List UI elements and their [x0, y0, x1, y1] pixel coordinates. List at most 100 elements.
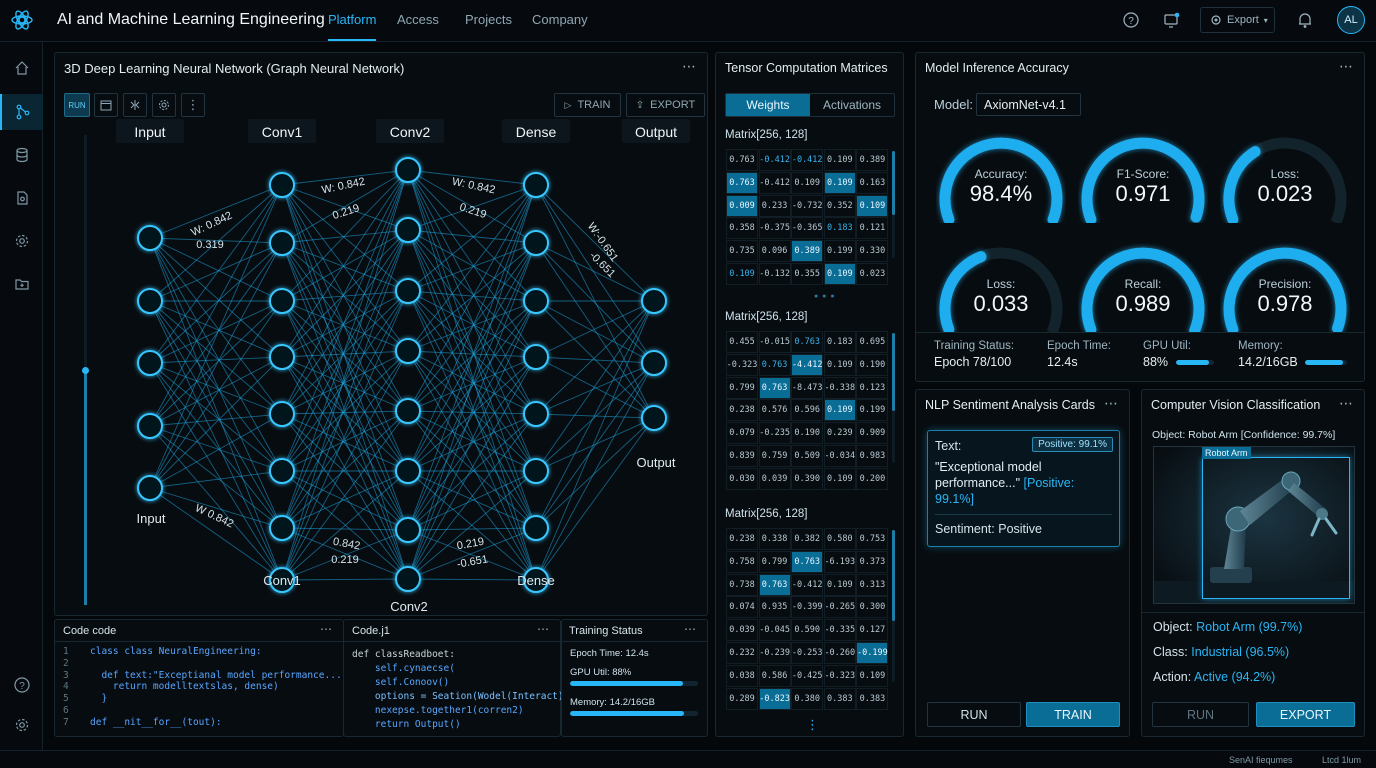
nn-node[interactable] [641, 405, 667, 431]
progress-slider-fill [84, 370, 87, 605]
matrix-cell: -0.365 [791, 217, 824, 240]
train-button[interactable]: ▷ TRAIN [554, 93, 621, 117]
nn-node[interactable] [269, 515, 295, 541]
stat-gpu-bar [1175, 360, 1214, 366]
sidebar-network-icon[interactable] [0, 94, 43, 130]
nn-node[interactable] [269, 458, 295, 484]
code-panel-2-menu-icon[interactable]: ⋯ [537, 622, 550, 636]
nn-node[interactable] [523, 401, 549, 427]
code-editor-2[interactable]: def classReadboet: self.cynaecse( self.C… [352, 648, 564, 732]
matrix-scrollbar[interactable] [892, 151, 895, 258]
matrix-scroll-more-icon[interactable]: ⋮ [806, 717, 819, 732]
nn-node[interactable] [395, 157, 421, 183]
calendar-icon[interactable] [94, 93, 118, 117]
help-icon[interactable]: ? [1123, 12, 1139, 31]
nn-node[interactable] [137, 475, 163, 501]
nn-node[interactable] [523, 230, 549, 256]
progress-slider-knob[interactable] [82, 367, 89, 374]
nlp-menu-icon[interactable]: ⋯ [1104, 395, 1119, 411]
avatar[interactable]: AL [1337, 6, 1365, 34]
nn-edge [149, 470, 283, 489]
matrix-scrollbar-thumb[interactable] [892, 530, 895, 622]
nn-node[interactable] [137, 413, 163, 439]
nn-node[interactable] [395, 338, 421, 364]
nn-node[interactable] [395, 278, 421, 304]
nav-platform[interactable]: Platform [328, 12, 377, 27]
nn-node[interactable] [523, 172, 549, 198]
layer-label-bg [248, 119, 316, 143]
nlp-card[interactable]: Text: Positive: 99.1% "Exceptional model… [927, 430, 1120, 547]
nn-node[interactable] [269, 288, 295, 314]
nn-edge [407, 300, 537, 580]
logo-icon[interactable] [10, 8, 34, 32]
matrix-cell: 0.238 [726, 528, 758, 550]
matrix-scrollbar-thumb[interactable] [892, 151, 895, 216]
model-select[interactable]: AxiomNet-v4.1 [976, 93, 1081, 116]
sidebar-gear-icon[interactable] [0, 707, 43, 743]
cv-bounding-box [1202, 457, 1350, 599]
tab-activations[interactable]: Activations [810, 94, 894, 116]
cv-run-button[interactable]: RUN [1152, 702, 1249, 727]
nav-access[interactable]: Access [397, 12, 439, 27]
monitor-notify-icon[interactable] [1163, 11, 1181, 32]
more-options-icon[interactable]: ⋯ [682, 58, 697, 74]
nn-node[interactable] [269, 567, 295, 593]
matrix-scrollbar[interactable] [892, 333, 895, 463]
code-panel-1-menu-icon[interactable]: ⋯ [320, 622, 333, 636]
kebab-menu-icon[interactable]: ⋮ [181, 93, 205, 117]
nn-node[interactable] [523, 344, 549, 370]
matrix-scrollbar-thumb[interactable] [892, 333, 895, 411]
run-button[interactable]: RUN [64, 93, 90, 117]
sidebar-database-icon[interactable] [0, 137, 43, 173]
layer-label-bg [502, 119, 570, 143]
nn-node[interactable] [395, 566, 421, 592]
nn-node[interactable] [395, 517, 421, 543]
nn-node[interactable] [269, 401, 295, 427]
nn-node[interactable] [269, 172, 295, 198]
tab-weights[interactable]: Weights [726, 94, 810, 116]
cv-export-button[interactable]: EXPORT [1256, 702, 1355, 727]
export-button[interactable]: ⇪ EXPORT [626, 93, 705, 117]
network-settings-icon[interactable] [152, 93, 176, 117]
matrix-cell: 0.109 [726, 263, 758, 285]
matrix-cell: 0.735 [726, 240, 758, 263]
nn-node[interactable] [137, 225, 163, 251]
training-mini-menu-icon[interactable]: ⋯ [684, 622, 697, 636]
progress-fill [1175, 360, 1209, 366]
progress-slider[interactable] [82, 135, 89, 605]
nn-node[interactable] [395, 398, 421, 424]
cv-image[interactable]: Robot Arm [1153, 446, 1355, 604]
nlp-train-button[interactable]: TRAIN [1026, 702, 1120, 727]
bell-icon[interactable] [1297, 11, 1313, 32]
nn-node[interactable] [137, 350, 163, 376]
nn-node[interactable] [523, 515, 549, 541]
matrix-scrollbar[interactable] [892, 530, 895, 683]
export-dropdown[interactable]: Export ▾ [1200, 7, 1275, 33]
nn-node[interactable] [269, 344, 295, 370]
matrix-cell: 0.390 [791, 467, 824, 490]
code-editor-1[interactable]: 1 class class NeuralEngineering: 2 3 def te… [63, 646, 353, 729]
view-toggle-icon[interactable] [123, 93, 147, 117]
nn-node[interactable] [395, 217, 421, 243]
sidebar-settings-icon[interactable] [0, 223, 43, 259]
nn-edge [149, 413, 283, 427]
nn-node[interactable] [269, 230, 295, 256]
sidebar-home-icon[interactable] [0, 50, 43, 86]
nav-company[interactable]: Company [532, 12, 588, 27]
nn-node[interactable] [641, 288, 667, 314]
nn-node[interactable] [523, 288, 549, 314]
cv-menu-icon[interactable]: ⋯ [1339, 395, 1354, 411]
nav-projects[interactable]: Projects [465, 12, 512, 27]
nn-edge [407, 413, 537, 580]
sidebar-folder-icon[interactable] [0, 266, 43, 302]
inference-menu-icon[interactable]: ⋯ [1339, 58, 1354, 74]
sidebar-document-icon[interactable] [0, 180, 43, 216]
nn-node[interactable] [523, 567, 549, 593]
nlp-run-button[interactable]: RUN [927, 702, 1021, 727]
nn-node[interactable] [523, 458, 549, 484]
sidebar-help-icon[interactable]: ? [0, 667, 43, 703]
nn-node[interactable] [137, 288, 163, 314]
matrix-cell: 0.109 [823, 573, 856, 596]
nn-node[interactable] [641, 350, 667, 376]
nn-node[interactable] [395, 458, 421, 484]
